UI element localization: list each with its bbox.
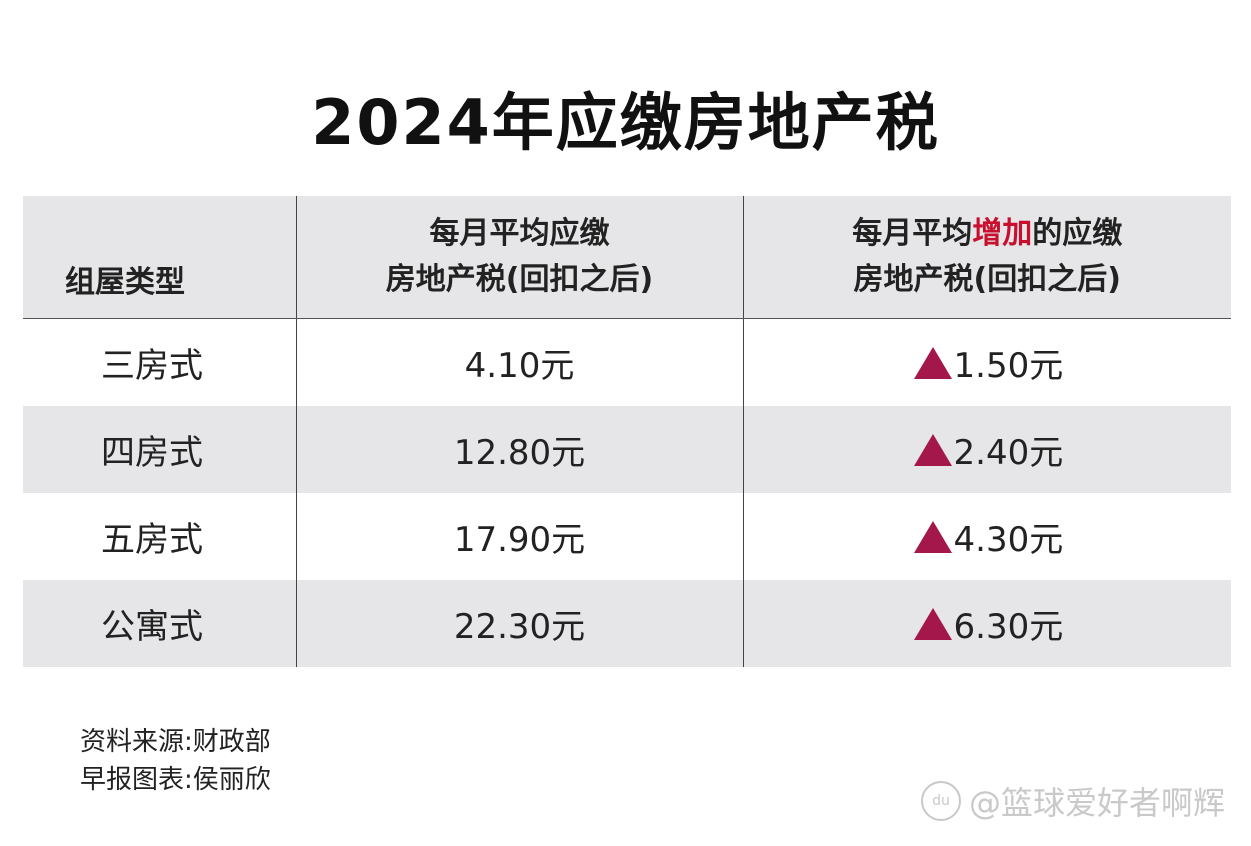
up-triangle-icon [913,608,952,640]
header-increase-tax-line2: 房地产税(回扣之后) [853,262,1121,297]
watermark: du @篮球爱好者啊辉 [920,778,1225,824]
cell-avg-tax: 4.10元 [295,318,743,406]
cell-flat-type: 三房式 [101,346,203,386]
up-triangle-icon [913,347,952,379]
table-row: 三房式 4.10元 1.50元 [23,318,1231,406]
table-row: 五房式 17.90元 4.30元 [23,493,1231,580]
cell-flat-type: 四房式 [23,406,296,493]
increase-value: 1.50元 [953,346,1064,386]
header-avg-tax-line1: 每月平均应缴 [429,216,610,251]
cell-increase-tax: 6.30元 [742,580,1231,667]
cell-increase-tax: 4.30元 [742,493,1231,580]
tax-table: 组屋类型 每月平均应缴 房地产税(回扣之后) 每月平均增加的应缴 房地产税(回扣… [23,196,1231,667]
cell-flat-type: 公寓式 [23,580,296,667]
source-note: 资料来源:财政部 [80,727,271,757]
cell-increase-tax: 1.50元 [742,318,1231,406]
header-increase-tax-line1: 每月平均增加的应缴 [744,211,1232,257]
up-triangle-icon [913,434,952,466]
up-triangle-icon [913,521,952,553]
watermark-text: @篮球爱好者啊辉 [968,784,1225,822]
header-increase-post: 的应缴 [1032,216,1123,251]
cell-avg-tax: 22.30元 [295,580,743,667]
table-header-row: 组屋类型 每月平均应缴 房地产税(回扣之后) 每月平均增加的应缴 房地产税(回扣… [23,196,1231,319]
cell-avg-tax: 17.90元 [295,493,743,580]
header-increase-pre: 每月平均 [852,216,973,251]
header-flat-type: 组屋类型 [23,196,296,319]
cell-flat-type: 五房式 [101,520,203,560]
watermark-logo-icon: du [920,781,961,821]
header-avg-tax: 每月平均应缴 房地产税(回扣之后) [295,196,743,319]
chart-title: 2024年应缴房地产税 [311,86,940,159]
table-row: 公寓式 22.30元 6.30元 [23,580,1231,667]
header-increase-highlight: 增加 [972,216,1033,251]
increase-value: 2.40元 [953,433,1064,473]
credit-note: 早报图表:侯丽欣 [80,765,271,795]
header-avg-tax-line2: 房地产税(回扣之后) [385,262,654,297]
cell-avg-tax: 12.80元 [295,406,743,493]
cell-increase-tax: 2.40元 [742,406,1231,493]
increase-value: 4.30元 [953,520,1064,560]
table-row: 四房式 12.80元 2.40元 [23,406,1231,493]
increase-value: 6.30元 [953,607,1064,647]
header-increase-tax: 每月平均增加的应缴 房地产税(回扣之后) [742,196,1232,319]
footer: 资料来源:财政部 早报图表:侯丽欣 [80,723,271,799]
